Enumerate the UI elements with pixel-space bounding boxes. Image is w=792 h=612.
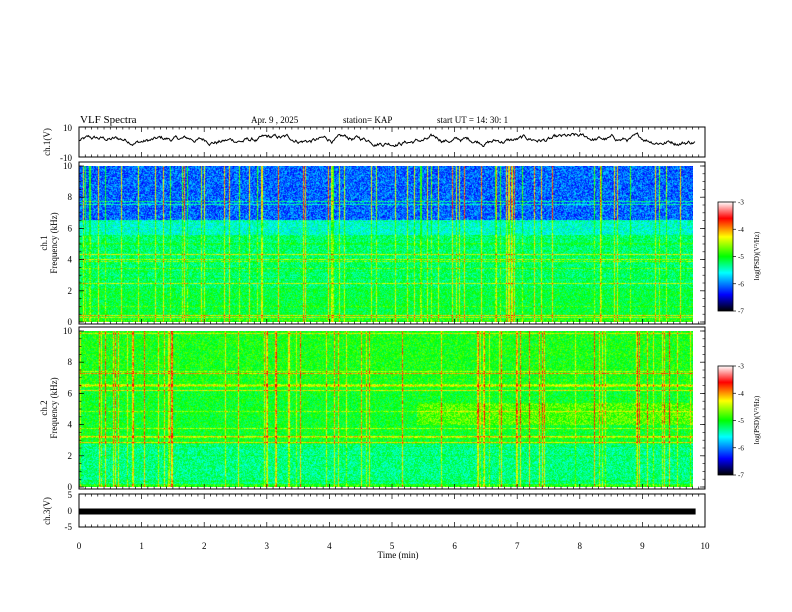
ch2-colorbar-ticks: -3 -4 -5 -6 -7 xyxy=(733,363,744,480)
station-label: station= KAP xyxy=(343,115,392,125)
colorbar-tick-label: -5 xyxy=(738,417,744,425)
ch2-spectrogram-yticks: 0 2 4 6 8 10 xyxy=(63,326,705,492)
ch1-spectrogram-image xyxy=(79,166,693,322)
y-tick-label: 10 xyxy=(63,161,73,171)
ch2-spectrogram-image xyxy=(79,331,693,487)
x-tick-label: 2 xyxy=(202,541,207,551)
colorbar-tick-label: -4 xyxy=(738,226,744,234)
colorbar-tick-label: -4 xyxy=(738,390,744,398)
x-tick-label: 5 xyxy=(390,541,395,551)
ch1-spectrogram-panel: 0 2 4 6 8 10 ch.1 Frequency (kHz) xyxy=(39,161,706,327)
ch2-colorbar: -3 -4 -5 -6 -7 log(PSD)(V²/Hz) xyxy=(717,363,761,480)
x-tick-label: 6 xyxy=(452,541,457,551)
y-tick-label: 0 xyxy=(68,482,73,492)
y-tick-label: 2 xyxy=(68,286,73,296)
ch2-colorbar-gradient xyxy=(717,365,734,476)
x-tick-label: 1 xyxy=(139,541,144,551)
ch2-spectrogram-ylabel-channel: ch.2 xyxy=(39,400,49,415)
date-label: Apr. 9 , 2025 xyxy=(251,115,299,125)
ch1-waveform-ylabel: ch.1(V) xyxy=(42,128,52,156)
time-axis-label: Time (min) xyxy=(378,550,419,560)
x-tick-label: 3 xyxy=(265,541,270,551)
colorbar-tick-label: -5 xyxy=(738,253,744,261)
colorbar-tick-label: -7 xyxy=(738,308,744,316)
ch1-spectrogram-holder xyxy=(79,166,693,322)
ch1-ytick-top: 10 xyxy=(63,123,73,133)
colorbar-tick-label: -3 xyxy=(738,199,744,207)
colorbar-tick-label: -7 xyxy=(738,472,744,480)
ch2-spectrogram-ylabel-frequency: Frequency (kHz) xyxy=(49,377,59,438)
ch2-spectrogram-panel: 0 2 4 6 8 10 ch.2 Frequency (kHz) xyxy=(39,326,706,492)
ch2-spectrogram-holder xyxy=(79,331,693,487)
colorbar-tick-label: -6 xyxy=(738,280,744,288)
ch2-colorbar-label: log(PSD)(V²/Hz) xyxy=(753,395,761,444)
ch1-colorbar: -3 -4 -5 -6 -7 log(PSD)(V²/Hz) xyxy=(717,199,761,316)
colorbar-tick-label: -3 xyxy=(738,363,744,371)
ch1-colorbar-gradient xyxy=(717,201,734,312)
ch1-spectrogram-yticks: 0 2 4 6 8 10 xyxy=(63,161,705,327)
ch3-ytick-bottom: -5 xyxy=(65,522,73,532)
time-axis-ticks xyxy=(78,127,706,527)
y-tick-label: 0 xyxy=(68,317,73,327)
x-tick-label: 7 xyxy=(515,541,520,551)
ch1-colorbar-ticks: -3 -4 -5 -6 -7 xyxy=(733,199,744,316)
ch1-colorbar-label: log(PSD)(V²/Hz) xyxy=(753,231,761,280)
y-tick-label: 4 xyxy=(68,420,73,430)
y-tick-label: 6 xyxy=(68,223,73,233)
y-tick-label: 4 xyxy=(68,255,73,265)
x-tick-label: 10 xyxy=(701,541,711,551)
y-tick-label: 8 xyxy=(68,192,73,202)
ch1-ytick-bottom: -10 xyxy=(60,153,72,163)
ch1-spectrogram-ylabel-channel: ch.1 xyxy=(39,235,49,250)
y-tick-label: 8 xyxy=(68,357,73,367)
ch3-waveform-ylabel: ch.3(V) xyxy=(42,497,52,525)
time-axis-tick-labels: 0 1 2 3 4 5 6 7 8 9 10 xyxy=(77,541,710,551)
ch3-waveform-line xyxy=(79,508,696,515)
start-time-label: start UT = 14: 30: 1 xyxy=(437,115,508,125)
figure-title: VLF Spectra xyxy=(80,114,137,126)
x-tick-label: 4 xyxy=(327,541,332,551)
ch3-ytick-top: 5 xyxy=(68,490,73,500)
ch1-spectrogram-ylabel-frequency: Frequency (kHz) xyxy=(49,212,59,273)
colorbar-tick-label: -6 xyxy=(738,444,744,452)
y-tick-label: 10 xyxy=(63,326,73,336)
x-tick-label: 8 xyxy=(578,541,583,551)
ch1-waveform-line xyxy=(78,132,696,148)
y-tick-label: 2 xyxy=(68,451,73,461)
x-tick-label: 0 xyxy=(77,541,82,551)
y-tick-label: 6 xyxy=(68,388,73,398)
ch3-ytick-mid: 0 xyxy=(68,506,73,516)
x-tick-label: 9 xyxy=(640,541,645,551)
